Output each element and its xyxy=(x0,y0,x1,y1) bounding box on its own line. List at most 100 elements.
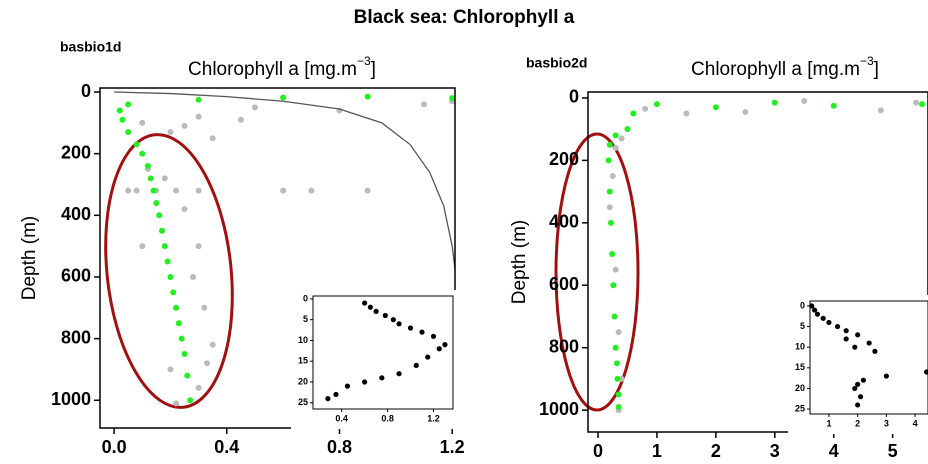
inset-point xyxy=(333,391,339,398)
point xyxy=(609,251,616,258)
highlight-ellipse xyxy=(104,133,234,409)
point xyxy=(606,141,613,148)
point xyxy=(170,289,177,296)
y-tick-label: 200 xyxy=(61,142,91,162)
point xyxy=(125,101,132,108)
inset-point xyxy=(834,323,841,330)
point xyxy=(161,175,168,182)
inset-point xyxy=(344,383,351,389)
point xyxy=(161,243,168,250)
point xyxy=(610,282,617,289)
inset-y-tick-label: 0 xyxy=(800,300,805,310)
axis-title-part: ] xyxy=(874,59,879,80)
inset-point xyxy=(843,336,849,342)
inset-point xyxy=(883,373,889,379)
axis-title-part: −3 xyxy=(357,54,371,68)
inset-point xyxy=(872,348,878,354)
x-tick-label: 1.2 xyxy=(440,437,465,457)
point xyxy=(449,95,455,102)
point xyxy=(187,397,194,404)
inset-point xyxy=(413,362,419,368)
point xyxy=(181,206,188,213)
y-tick-label: 0 xyxy=(81,81,91,101)
plot-area xyxy=(114,91,455,407)
axis-title: Chlorophyll a [mg.m−3] xyxy=(188,54,376,80)
point xyxy=(189,273,196,280)
y-axis-label: Depth (m) xyxy=(509,220,530,304)
y-tick-label: 800 xyxy=(549,336,579,356)
point xyxy=(181,122,188,129)
axis-title-part: ] xyxy=(371,59,376,80)
point xyxy=(615,329,622,336)
curve xyxy=(114,91,455,275)
inset-point xyxy=(382,312,388,319)
point xyxy=(173,304,180,311)
x-tick-label: 4 xyxy=(829,441,839,461)
point xyxy=(116,107,123,114)
point xyxy=(614,375,621,382)
point xyxy=(877,107,884,114)
y-tick-label: 600 xyxy=(549,274,579,294)
inset-point xyxy=(826,319,832,326)
point xyxy=(251,104,258,111)
inset-point xyxy=(855,381,861,387)
inset-point xyxy=(396,321,402,327)
y-axis-label: Depth (m) xyxy=(19,216,40,300)
inset-point xyxy=(362,300,368,306)
inset-background xyxy=(788,295,928,434)
inset-y-tick-label: 5 xyxy=(800,321,805,331)
y-tick-label: 1000 xyxy=(539,399,579,419)
point xyxy=(605,157,612,164)
inset-point xyxy=(866,340,872,346)
plot-frame xyxy=(587,91,928,433)
x-tick-label: 3 xyxy=(770,441,780,461)
point xyxy=(178,335,185,342)
panel-label: basbio2d xyxy=(526,55,587,71)
point xyxy=(611,313,618,320)
inset-point xyxy=(814,311,821,317)
point xyxy=(308,187,315,194)
point xyxy=(712,104,719,111)
point xyxy=(642,105,649,112)
inset-y-tick-label: 0 xyxy=(303,293,308,303)
point xyxy=(830,102,837,109)
inset-point xyxy=(852,344,858,350)
point xyxy=(612,266,619,273)
point xyxy=(167,273,174,280)
point xyxy=(139,119,146,126)
inset-point xyxy=(367,304,373,310)
inset-point xyxy=(407,325,414,331)
point xyxy=(615,391,622,398)
point xyxy=(204,360,211,367)
inset-point xyxy=(923,369,928,375)
point xyxy=(237,116,244,123)
inset-point xyxy=(820,315,826,321)
inset-point xyxy=(425,354,431,360)
point xyxy=(181,351,188,358)
inset-x-tick-label: 0.4 xyxy=(335,413,348,423)
point xyxy=(195,384,202,391)
point xyxy=(280,94,287,101)
y-tick-label: 0 xyxy=(569,87,579,107)
inset-point xyxy=(396,371,402,377)
axis-title-part: Chlorophyll a [mg.m xyxy=(691,59,860,80)
inset-point xyxy=(809,303,815,309)
point xyxy=(139,243,146,250)
point xyxy=(195,243,202,250)
inset-x-tick-label: 1 xyxy=(826,418,831,428)
inset-point xyxy=(379,375,385,381)
inset-point xyxy=(855,332,861,338)
inset-frame xyxy=(312,295,454,410)
point xyxy=(144,162,151,169)
inset-x-tick-label: 3 xyxy=(884,418,889,428)
inset-y-tick-label: 20 xyxy=(795,383,805,393)
point xyxy=(421,101,428,108)
point xyxy=(606,204,613,211)
point xyxy=(158,227,165,234)
y-tick-label: 200 xyxy=(549,149,579,169)
point xyxy=(195,187,202,194)
inset-x-tick-label: 0.8 xyxy=(381,413,394,423)
inset-y-tick-label: 20 xyxy=(298,376,308,386)
point xyxy=(125,129,132,136)
